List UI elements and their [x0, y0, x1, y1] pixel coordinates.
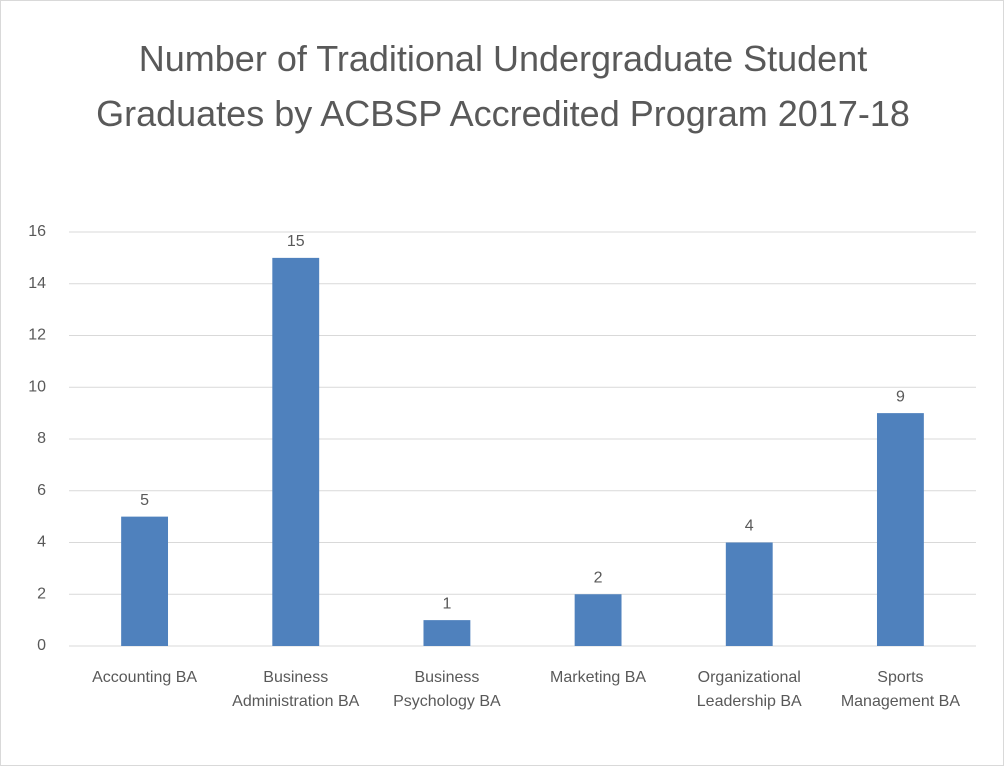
data-label: 15 — [287, 233, 305, 250]
y-tick-label: 0 — [37, 637, 46, 654]
x-tick-label: Sports Management BA — [840, 669, 960, 710]
y-tick-label: 6 — [37, 482, 46, 499]
y-tick-label: 14 — [28, 275, 46, 292]
bar — [574, 594, 622, 646]
bar — [121, 516, 169, 646]
y-tick-label: 10 — [28, 378, 46, 395]
y-tick-label: 16 — [28, 223, 46, 240]
data-label: 5 — [140, 492, 149, 509]
data-label: 1 — [442, 595, 451, 612]
bar — [272, 257, 320, 646]
x-tick-label: Business Psychology BA — [393, 669, 501, 710]
chart-title: Number of Traditional Undergraduate Stud… — [96, 38, 910, 134]
x-tick-label: Organizational Leadership BA — [696, 669, 802, 710]
data-label: 2 — [594, 569, 603, 586]
bar — [725, 542, 773, 646]
bar — [876, 413, 924, 646]
x-tick-label: Marketing BA — [550, 669, 647, 686]
y-tick-label: 4 — [37, 534, 46, 551]
y-tick-label: 2 — [37, 585, 46, 602]
data-label: 4 — [745, 518, 754, 535]
x-tick-label: Business Administration BA — [232, 669, 360, 710]
data-label: 9 — [896, 388, 905, 405]
bar — [423, 620, 471, 646]
y-tick-label: 8 — [37, 430, 46, 447]
x-tick-label: Accounting BA — [92, 669, 198, 686]
y-tick-label: 12 — [28, 327, 46, 344]
